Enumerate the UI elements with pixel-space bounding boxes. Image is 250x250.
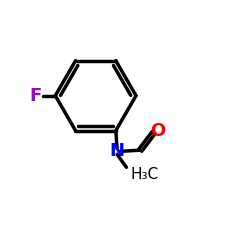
Text: O: O [150,122,165,140]
Text: F: F [29,87,42,105]
Text: H₃C: H₃C [131,166,159,182]
Text: N: N [110,142,124,160]
